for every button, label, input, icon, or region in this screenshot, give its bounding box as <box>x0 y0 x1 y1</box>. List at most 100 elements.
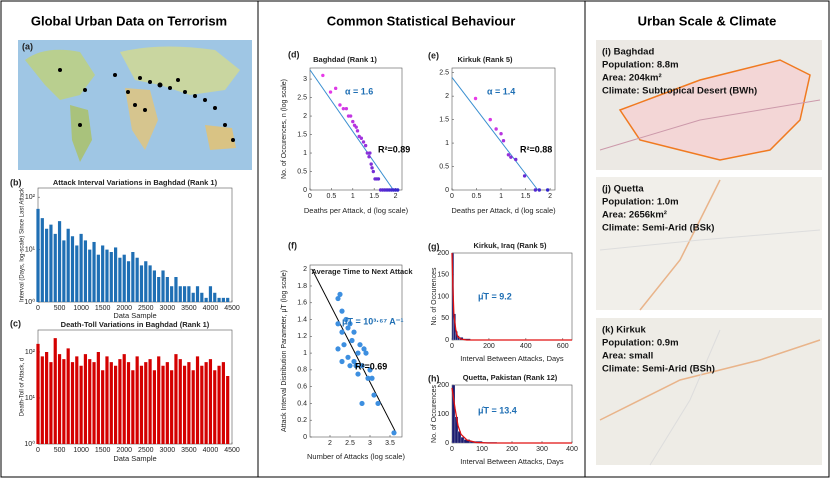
y-tick-label: 1 <box>445 140 449 147</box>
x-tick-label: 1000 <box>73 447 89 454</box>
x-tick-label: 1500 <box>95 305 111 312</box>
column-title: Urban Scale & Climate <box>638 13 777 28</box>
x-axis-label: Interval Between Attacks, Days <box>460 354 564 363</box>
chart-panel: 0 0.5 1 1.5 2 0 0.5 1 1.5 2 2.5 3 Baghdad (Rank 1) (d… <box>281 49 410 215</box>
chart-title: Average Time to Next Attack <box>311 267 413 276</box>
y-tick-label: 10⁰ <box>24 298 35 306</box>
y-tick-label: 1.2 <box>297 333 307 340</box>
x-tick-label: 600 <box>557 343 569 350</box>
point <box>361 140 366 144</box>
annotation: R²=0.89 <box>378 144 410 154</box>
point <box>365 375 371 381</box>
point <box>338 103 342 107</box>
point <box>509 155 513 159</box>
annotation: α = 1.4 <box>487 86 515 96</box>
x-tick-label: 0.5 <box>472 193 482 200</box>
point <box>335 295 341 302</box>
x-tick-label: 2500 <box>138 305 154 312</box>
y-tick-label: 3 <box>303 76 307 83</box>
point <box>339 329 345 335</box>
point <box>359 400 365 407</box>
annotation: μ̂T = 10³·⁶⁷ A⁻¹ <box>342 316 404 326</box>
point <box>347 363 353 369</box>
x-tick-label: 0 <box>450 446 454 453</box>
point <box>341 106 346 111</box>
x-tick-label: 200 <box>483 343 495 350</box>
point <box>359 136 364 140</box>
x-tick-label: 0.5 <box>327 193 337 200</box>
point <box>345 325 351 331</box>
x-tick-label: 1 <box>351 193 355 200</box>
y-axis-label: No. of Occurences <box>431 385 438 443</box>
point <box>339 308 345 314</box>
map-title: (i) Baghdad <box>602 47 654 58</box>
point <box>371 392 377 398</box>
y-tick-label: 1 <box>303 150 307 157</box>
plot-frame <box>451 384 573 444</box>
chart-panel: 0 500 1000 1500 2000 2500 3000 3500 4000 4500 10⁰ 1… <box>10 318 240 463</box>
y-tick-label: 1.5 <box>439 116 449 123</box>
point <box>488 117 492 122</box>
chart-title: Quetta, Pakistan (Rank 12) <box>463 373 558 382</box>
point <box>499 131 503 136</box>
x-tick-label: 500 <box>54 447 66 454</box>
x-tick-label: 1.5 <box>369 193 379 200</box>
y-tick-label: 0.4 <box>297 400 307 407</box>
point <box>355 129 360 133</box>
chart-title: Kirkuk, Iraq (Rank 5) <box>474 241 547 250</box>
point <box>391 430 397 436</box>
histogram-bar <box>460 437 465 444</box>
point <box>333 86 338 91</box>
panel-label: (g) <box>428 241 440 251</box>
y-tick-label: 1.8 <box>297 283 307 290</box>
map-info: Population: 8.8m <box>602 60 679 71</box>
y-tick-label: 0.5 <box>297 168 307 175</box>
column-title: Global Urban Data on Terrorism <box>31 13 227 28</box>
chart-panel: 0 100 200 300 400 0 100 200 Quetta, Pakistan (Ra… <box>428 373 578 466</box>
point <box>354 125 358 129</box>
x-tick-label: 100 <box>476 446 488 453</box>
x-tick-label: 2000 <box>116 447 132 454</box>
panel-label: (d) <box>288 49 300 59</box>
y-tick-label: 2 <box>303 266 307 273</box>
x-axis-label: Interval Between Attacks, Days <box>460 457 564 466</box>
x-tick-label: 3.5 <box>385 440 395 447</box>
chart-panel: 0 500 1000 1500 2000 2500 3000 3500 4000 4500 10⁰ 1… <box>10 177 240 320</box>
x-tick-label: 2 <box>548 193 552 200</box>
plot-frame <box>37 187 233 303</box>
map-info: Area: small <box>602 351 653 362</box>
fit-line <box>451 77 539 191</box>
point <box>367 367 373 373</box>
panel-label: (h) <box>428 373 440 383</box>
chart-title: Kirkuk (Rank 5) <box>457 55 513 64</box>
y-tick-label: 100 <box>437 411 449 418</box>
y-tick-label: 2.5 <box>439 70 449 77</box>
point <box>522 174 527 178</box>
point <box>343 316 349 323</box>
point <box>321 73 325 78</box>
map-info: Area: 204km² <box>602 73 662 84</box>
point <box>371 169 376 174</box>
point <box>367 155 371 159</box>
point <box>396 188 400 192</box>
point <box>363 350 369 356</box>
x-tick-label: 1500 <box>95 447 111 454</box>
point <box>369 375 375 381</box>
y-axis-label: Death-Toll of Attack, d <box>20 358 26 416</box>
x-tick-label: 3 <box>368 440 372 447</box>
y-tick-label: 0 <box>445 440 449 447</box>
point <box>349 337 355 344</box>
point <box>359 363 365 369</box>
x-tick-label: 0 <box>36 447 40 454</box>
point <box>357 342 363 348</box>
y-axis-label: No. of Occurences, n (log scale) <box>281 79 288 179</box>
chart-panel: 0 200 400 600 0 50 100 150 200 Kirkuk, Iraq (Rank… <box>428 241 573 363</box>
point <box>514 157 518 162</box>
point <box>375 400 381 407</box>
point <box>501 139 506 143</box>
fit-line <box>451 387 572 444</box>
point <box>473 96 478 101</box>
x-tick-label: 0 <box>450 343 454 350</box>
y-tick-label: 2 <box>303 113 307 120</box>
